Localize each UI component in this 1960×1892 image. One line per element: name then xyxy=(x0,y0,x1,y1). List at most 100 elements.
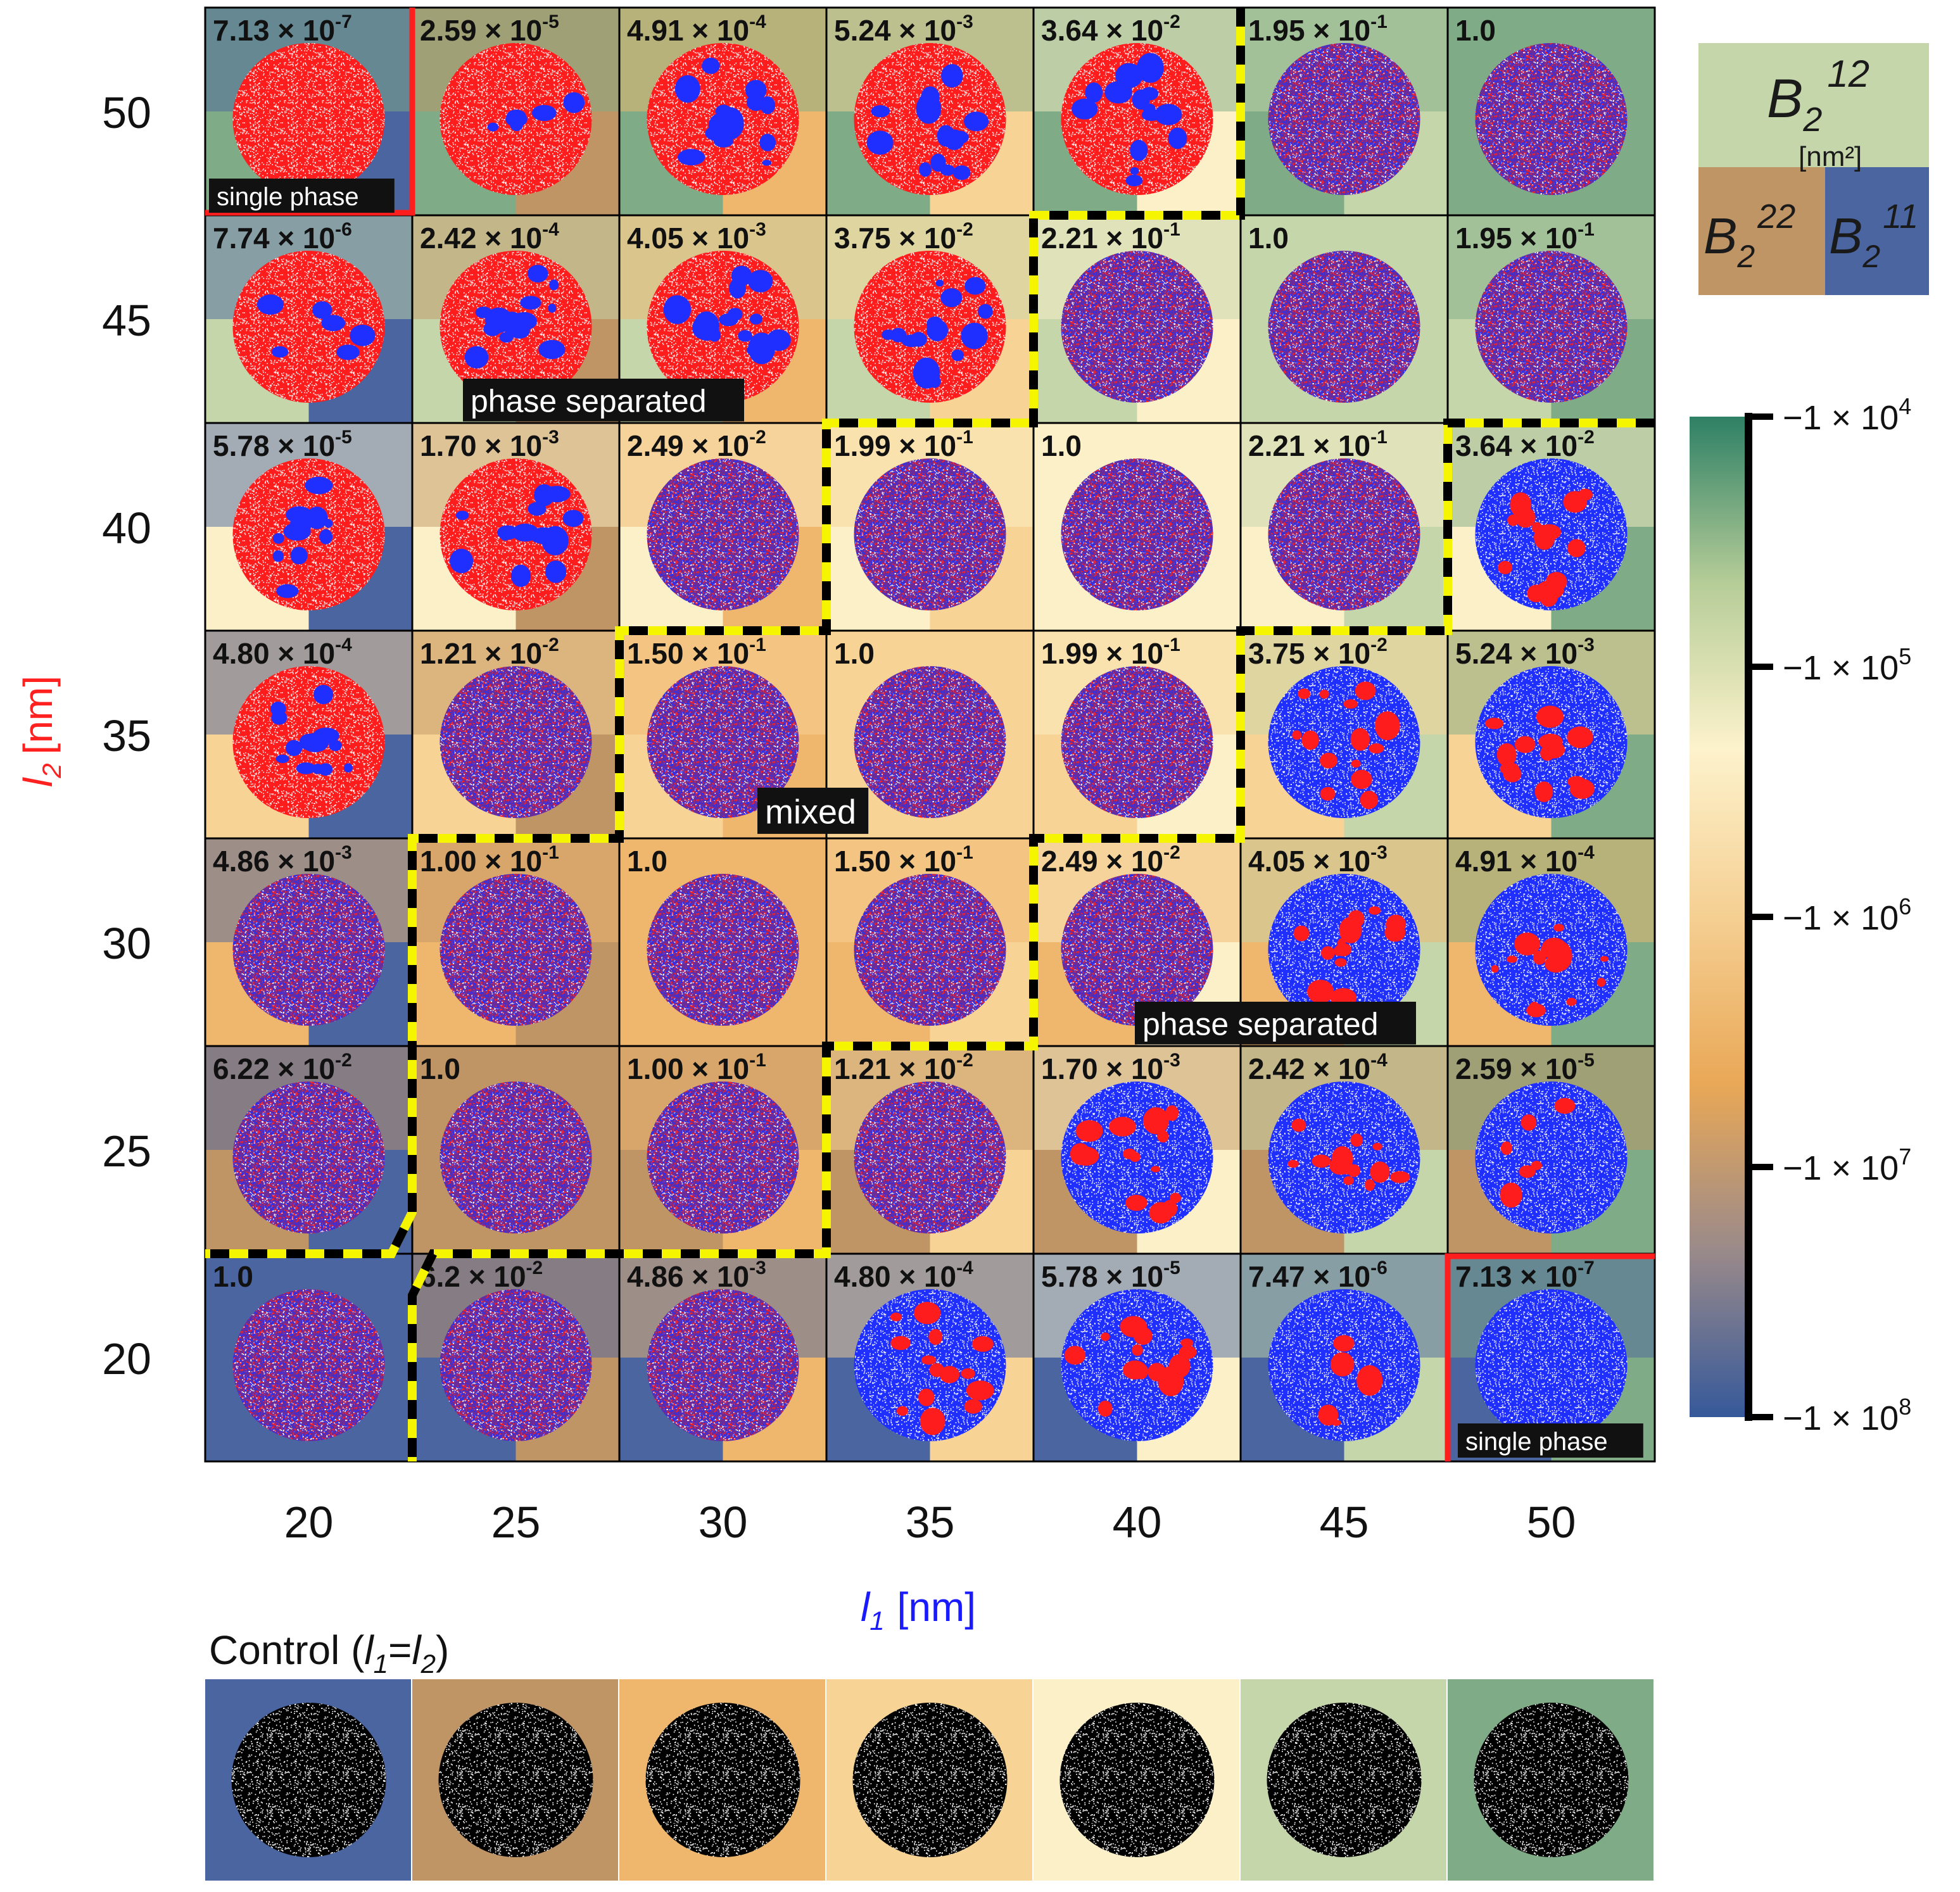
cluster-blob xyxy=(563,92,585,113)
cluster-blob xyxy=(1536,705,1564,728)
value-times-ten: × 10 xyxy=(270,845,336,878)
cluster-blob xyxy=(1154,104,1182,125)
value-times-ten: × 10 xyxy=(1512,637,1578,670)
cluster-blob xyxy=(1298,688,1311,699)
value-exponent: -1 xyxy=(1370,11,1388,32)
cell-value-label: 1.0 xyxy=(1455,14,1496,47)
snapshot-circle xyxy=(854,666,1006,818)
cell-value-label: 3.75 × 10-2 xyxy=(1248,634,1388,670)
cluster-blob xyxy=(1519,1165,1536,1178)
cluster-blob xyxy=(928,375,941,388)
cluster-blob xyxy=(914,1302,941,1325)
cluster-blob xyxy=(1075,1120,1103,1142)
cluster-blob xyxy=(719,313,738,327)
value-mantissa: 1.0 xyxy=(1248,222,1289,255)
cluster-blob xyxy=(272,533,284,544)
colorbar-tick-label: −1 × 106 xyxy=(1783,893,1911,937)
cluster-blob xyxy=(475,306,492,318)
value-exponent: -4 xyxy=(1370,1050,1388,1071)
value-exponent: -1 xyxy=(749,1050,766,1071)
value-mantissa: 2.42 xyxy=(420,222,477,255)
cluster-blob xyxy=(1563,491,1588,513)
value-times-ten: × 10 xyxy=(684,1260,750,1293)
value-exponent: -4 xyxy=(1577,842,1595,863)
snapshot-circle xyxy=(232,43,385,195)
grid-cell: 4.05 × 10-3 xyxy=(1239,837,1449,1047)
cluster-blob xyxy=(1355,681,1376,700)
cluster-blob xyxy=(738,330,752,342)
cluster-blob xyxy=(1318,1404,1339,1426)
cluster-blob xyxy=(1162,1200,1178,1218)
cell-value-label: 4.05 × 10-3 xyxy=(1248,842,1388,878)
cluster-blob xyxy=(499,527,511,541)
cluster-blob xyxy=(1596,978,1606,987)
value-mantissa: 7.74 xyxy=(213,222,270,255)
cluster-blob xyxy=(290,546,308,565)
snapshot-circle xyxy=(647,874,799,1026)
cluster-blob xyxy=(286,740,303,757)
cell-value-label: 1.70 × 10-3 xyxy=(420,427,559,462)
control-row: Control (l1=l2) xyxy=(205,1627,1653,1881)
x-axis-label: l1 [nm] xyxy=(861,1584,976,1636)
cluster-blob xyxy=(939,1366,960,1384)
cluster-blob xyxy=(1500,1141,1512,1156)
cluster-blob xyxy=(971,1336,994,1352)
value-mantissa: 5.78 xyxy=(213,429,270,462)
grid-cell: 1.99 × 10-1 xyxy=(825,422,1035,632)
cluster-blob xyxy=(499,332,514,343)
cluster-blob xyxy=(1125,1194,1148,1211)
value-times-ten: × 10 xyxy=(1098,637,1164,670)
value-mantissa: 1.21 xyxy=(420,637,477,670)
snapshot-circle xyxy=(1475,43,1628,195)
value-exponent: -2 xyxy=(956,219,973,240)
value-mantissa: 2.49 xyxy=(627,429,684,462)
grid-cell: 2.49 × 10-2 xyxy=(618,422,828,632)
cluster-blob xyxy=(1514,932,1540,955)
cluster-blob xyxy=(1331,1146,1353,1172)
cluster-blob xyxy=(1157,1130,1169,1143)
cell-value-label: 7.74 × 10-6 xyxy=(213,219,352,255)
cluster-blob xyxy=(941,64,963,88)
cluster-blob xyxy=(1536,580,1564,600)
grid-cell: 2.21 × 10-1 xyxy=(1239,422,1449,632)
grid-cell: 1.0 xyxy=(411,1045,621,1255)
cluster-blob xyxy=(483,321,502,336)
value-times-ten: × 10 xyxy=(270,14,336,47)
cluster-blob xyxy=(1491,965,1499,973)
cluster-blob xyxy=(1115,63,1143,89)
snapshot-circle xyxy=(854,458,1006,610)
cluster-blob xyxy=(1170,1192,1182,1203)
value-mantissa: 3.75 xyxy=(1248,637,1305,670)
value-times-ten: × 10 xyxy=(684,14,750,47)
tick-base: −1 × 10 xyxy=(1783,649,1899,687)
legend-b11-region xyxy=(1825,167,1929,295)
grid-cell: 2.42 × 10-4 xyxy=(1239,1045,1449,1255)
cluster-blob xyxy=(1130,167,1139,175)
snapshot-circle xyxy=(647,1289,799,1441)
grid-cell: 4.91 × 10-4 xyxy=(618,6,828,217)
label-phase-separated-bottom-bg xyxy=(1135,1002,1416,1045)
cluster-blob xyxy=(890,1313,902,1321)
cluster-blob xyxy=(964,111,989,132)
cluster-blob xyxy=(329,740,342,752)
value-times-ten: × 10 xyxy=(891,429,957,462)
value-times-ten: × 10 xyxy=(684,637,750,670)
grid-cell: 7.13 × 10-7 xyxy=(204,6,414,217)
legend-b22-label: B222 xyxy=(1704,198,1795,274)
grid-cell: 4.80 × 10-4 xyxy=(825,1252,1035,1463)
cell-value-label: 1.50 × 10-1 xyxy=(834,842,973,878)
cluster-blob xyxy=(318,763,333,776)
value-times-ten: × 10 xyxy=(891,845,957,878)
cell-value-label: 1.00 × 10-1 xyxy=(420,842,559,878)
cluster-blob xyxy=(1567,776,1586,788)
value-mantissa: 4.05 xyxy=(1248,845,1305,878)
cluster-blob xyxy=(678,149,705,166)
control-title: Control (l1=l2) xyxy=(209,1627,449,1679)
cluster-blob xyxy=(1498,560,1513,574)
cluster-blob xyxy=(1337,938,1346,948)
grid-cell: 1.50 × 10-1 xyxy=(825,837,1035,1047)
value-mantissa: 1.0 xyxy=(1455,14,1496,47)
value-exponent: -6 xyxy=(1370,1258,1388,1278)
cluster-blob xyxy=(1554,1098,1576,1114)
cluster-blob xyxy=(276,584,299,598)
